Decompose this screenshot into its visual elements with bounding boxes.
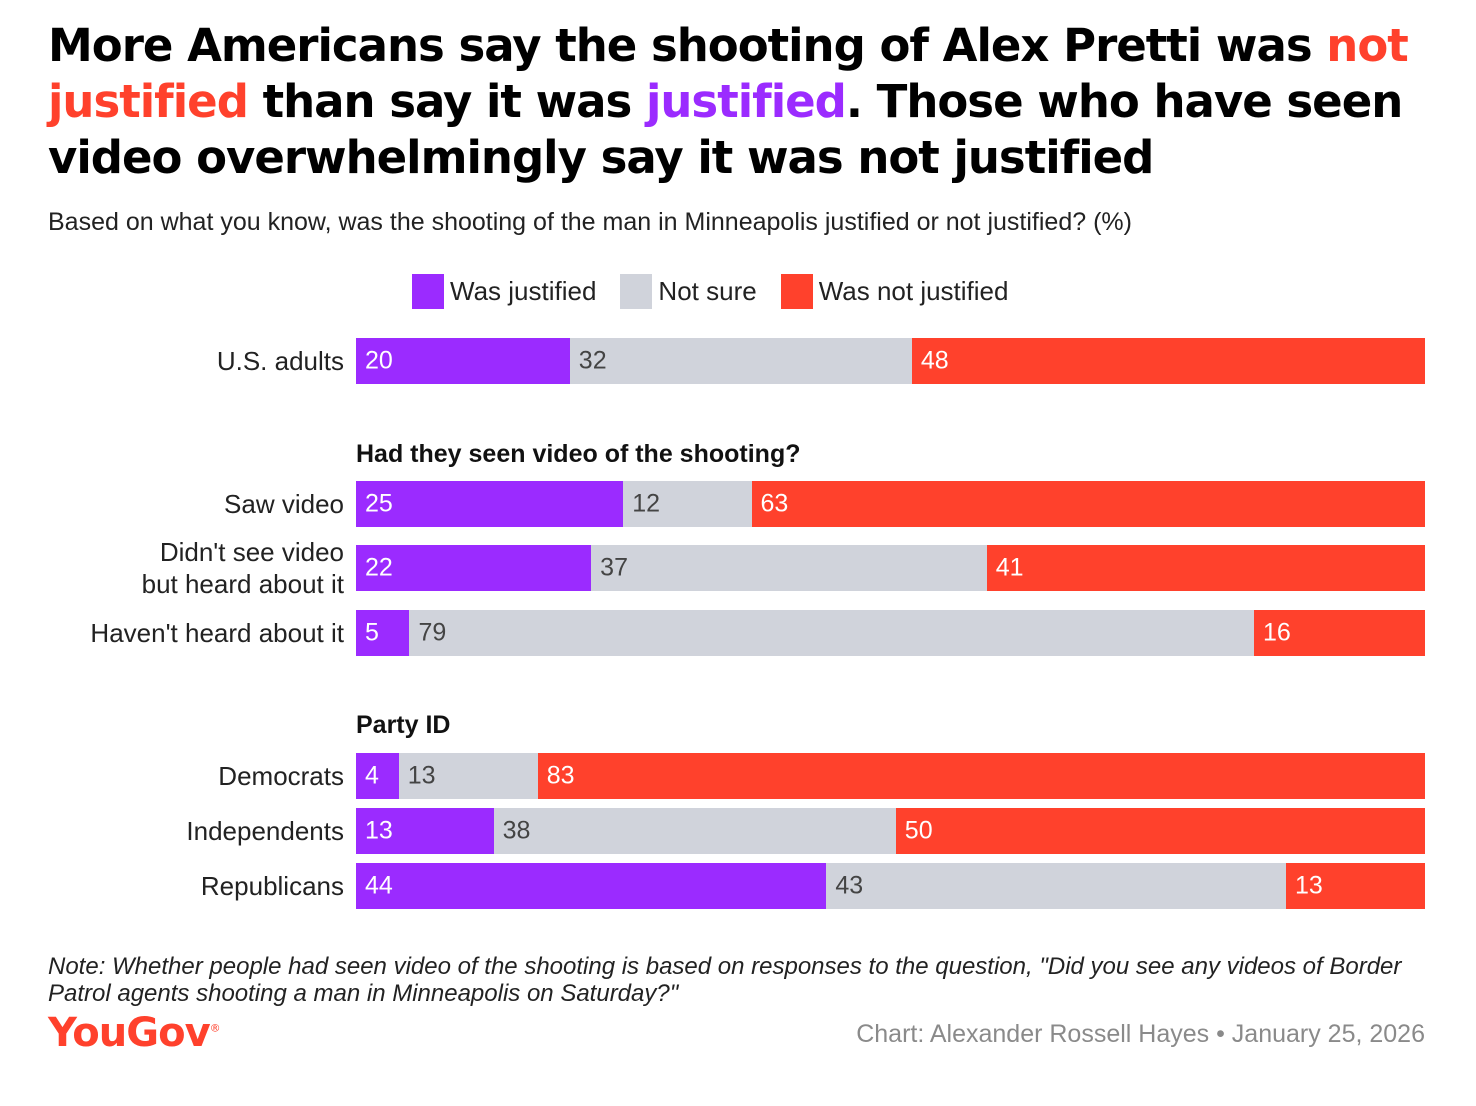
data-label-not-sure-didn-t-see-video-but-heard-about-it: 37 xyxy=(600,553,628,582)
legend-item-not-sure: Not sure xyxy=(620,274,757,309)
bar-u-s-adults: 20 32 48 xyxy=(356,338,1425,384)
row-label-didn-t-see-video-but-heard-about-it: Didn't see video but heard about it xyxy=(141,537,344,599)
legend-swatch-not-justified xyxy=(780,274,813,309)
data-label-not-sure-haven-t-heard-about-it: 79 xyxy=(418,618,447,647)
bar-segment-not-justified-republicans: 13 xyxy=(1286,863,1425,909)
data-label-not-sure-democrats: 13 xyxy=(407,761,436,790)
data-label-justified-haven-t-heard-about-it: 5 xyxy=(365,618,379,647)
bar-segment-not-sure-haven-t-heard-about-it: 79 xyxy=(409,610,1254,656)
legend-label-not-justified: Was not justified xyxy=(818,276,1009,306)
chart-subtitle: Based on what you know, was the shooting… xyxy=(48,208,1132,236)
data-label-not-justified-didn-t-see-video-but-heard-about-it: 41 xyxy=(995,553,1024,582)
data-label-not-justified-independents: 50 xyxy=(904,816,933,845)
bar-segment-justified-democrats: 4 xyxy=(356,753,399,799)
bar-segment-justified-haven-t-heard-about-it: 5 xyxy=(356,610,410,656)
row-label-haven-t-heard-about-it: Haven't heard about it xyxy=(90,618,344,648)
bar-segment-not-sure-democrats: 13 xyxy=(398,753,538,799)
data-label-justified-republicans: 44 xyxy=(365,871,393,900)
bar-republicans: 44 43 13 xyxy=(356,863,1425,909)
title-highlight-not-justified: not justified xyxy=(48,19,1409,128)
data-label-not-sure-saw-video: 12 xyxy=(632,489,661,518)
bar-segment-not-justified-saw-video: 63 xyxy=(751,481,1425,527)
data-label-justified-u-s-adults: 20 xyxy=(365,346,393,375)
data-label-justified-independents: 13 xyxy=(365,816,393,845)
data-label-justified-didn-t-see-video-but-heard-about-it: 22 xyxy=(365,553,393,582)
bar-segment-justified-republicans: 44 xyxy=(356,863,827,909)
bar-democrats: 4 13 83 xyxy=(356,753,1425,799)
data-label-justified-democrats: 4 xyxy=(365,761,379,790)
data-label-not-justified-democrats: 83 xyxy=(546,761,575,790)
bar-segment-not-sure-independents: 38 xyxy=(493,808,896,854)
bar-segment-justified-saw-video: 25 xyxy=(356,481,624,527)
chart-note: Note: Whether people had seen video of t… xyxy=(48,953,1402,1007)
data-label-not-sure-republicans: 43 xyxy=(835,871,864,900)
row-label-saw-video: Saw video xyxy=(224,489,344,519)
bar-segment-not-justified-didn-t-see-video-but-heard-about-it: 41 xyxy=(986,545,1425,591)
legend: Was justified Not sure Was not justified xyxy=(412,274,1032,309)
bar-segment-justified-independents: 13 xyxy=(356,808,494,854)
data-label-not-justified-republicans: 13 xyxy=(1295,871,1323,900)
data-label-not-sure-independents: 38 xyxy=(502,816,531,845)
bar-segment-not-sure-republicans: 43 xyxy=(826,863,1287,909)
section-heading-video: Had they seen video of the shooting? xyxy=(356,440,801,468)
title-highlight-justified: justified xyxy=(645,75,847,128)
data-label-not-sure-u-s-adults: 32 xyxy=(578,346,607,375)
data-label-not-justified-u-s-adults: 48 xyxy=(920,346,949,375)
row-label-independents: Independents xyxy=(186,816,344,846)
bar-segment-not-justified-u-s-adults: 48 xyxy=(911,338,1425,384)
legend-item-justified: Was justified xyxy=(412,274,596,309)
legend-swatch-not-sure xyxy=(620,274,653,309)
bar-segment-not-sure-didn-t-see-video-but-heard-about-it: 37 xyxy=(591,545,987,591)
data-label-not-justified-saw-video: 63 xyxy=(760,489,789,518)
legend-item-not-justified: Was not justified xyxy=(780,274,1009,309)
bar-didn-t-see-video-but-heard-about-it: 22 37 41 xyxy=(356,545,1425,591)
chart-title: More Americans say the shooting of Alex … xyxy=(48,19,1409,184)
row-label-u-s-adults: U.S. adults xyxy=(216,346,344,376)
data-label-justified-saw-video: 25 xyxy=(365,489,393,518)
row-label-democrats: Democrats xyxy=(218,761,344,791)
yougov-logo: YouGov® xyxy=(48,1010,221,1056)
bar-segment-not-sure-u-s-adults: 32 xyxy=(569,338,912,384)
bar-haven-t-heard-about-it: 5 79 16 xyxy=(356,610,1425,656)
bar-segment-not-justified-haven-t-heard-about-it: 16 xyxy=(1253,610,1425,656)
bar-segment-justified-didn-t-see-video-but-heard-about-it: 22 xyxy=(356,545,592,591)
bar-segment-not-justified-independents: 50 xyxy=(895,808,1425,854)
bar-segment-not-sure-saw-video: 12 xyxy=(623,481,752,527)
chart-credit: Chart: Alexander Rossell Hayes • January… xyxy=(856,1020,1425,1048)
section-heading-party: Party ID xyxy=(356,711,451,739)
legend-label-justified: Was justified xyxy=(450,276,597,306)
row-label-republicans: Republicans xyxy=(200,871,344,901)
legend-swatch-justified xyxy=(412,274,444,309)
bar-saw-video: 25 12 63 xyxy=(356,481,1425,527)
data-label-not-justified-haven-t-heard-about-it: 16 xyxy=(1262,618,1291,647)
bar-segment-justified-u-s-adults: 20 xyxy=(356,338,570,384)
bar-segment-not-justified-democrats: 83 xyxy=(537,753,1425,799)
legend-label-not-sure: Not sure xyxy=(658,276,757,306)
bar-independents: 13 38 50 xyxy=(356,808,1425,854)
